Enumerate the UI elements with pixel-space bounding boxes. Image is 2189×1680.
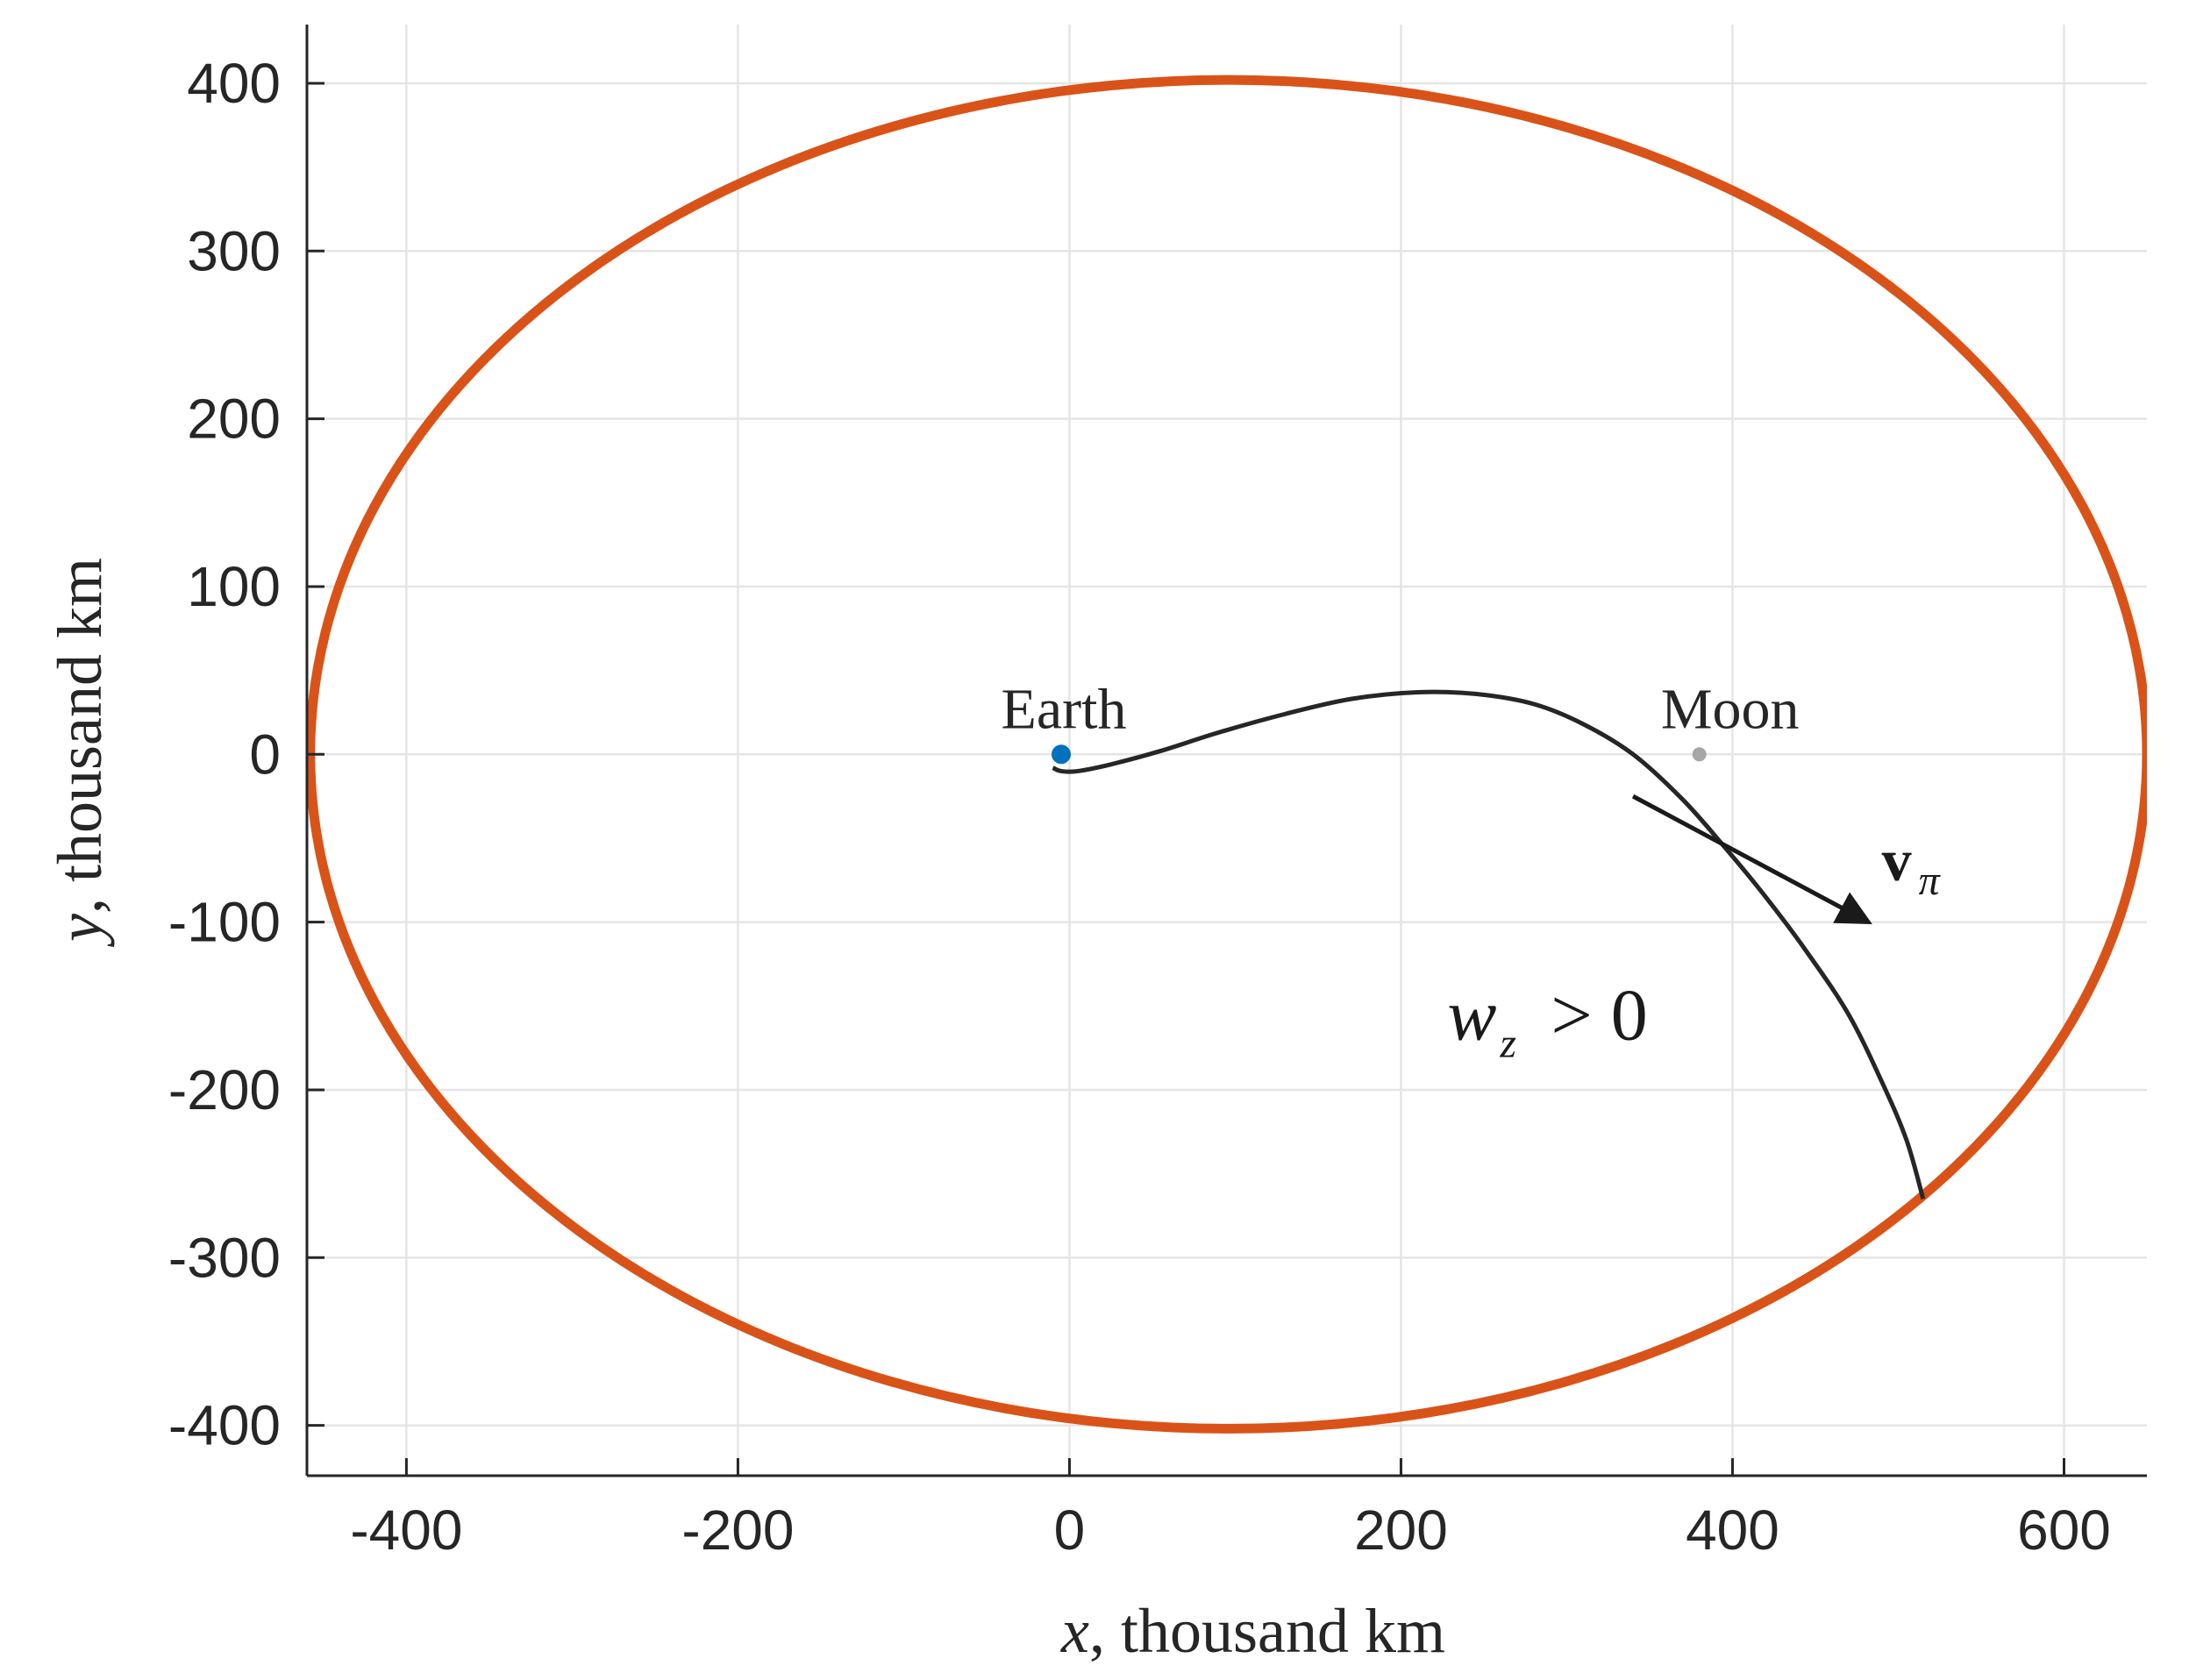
annotations: Earth Moon v π w z > 0 — [1002, 677, 1942, 1066]
earth-label: Earth — [1002, 677, 1127, 741]
vector-label: v — [1882, 827, 1912, 893]
x-tick-label: -200 — [681, 1498, 794, 1562]
x-tick-label: 0 — [1054, 1498, 1086, 1562]
axes — [305, 25, 2147, 1477]
y-tick-label: 300 — [187, 219, 281, 282]
tick-labels: -400 -200 0 200 400 600 -400 -300 -200 -100 0 100 20… — [45, 52, 2111, 1666]
y-tick-label: 200 — [187, 388, 281, 451]
x-axis-label: x, thousand km — [1060, 1596, 1445, 1666]
earth-point — [1051, 744, 1071, 765]
vector-subscript: π — [1919, 858, 1942, 904]
y-axis-label: y, thousand km — [45, 558, 115, 948]
x-tick-label: 600 — [2017, 1498, 2111, 1562]
grid-lines — [307, 25, 2147, 1476]
y-tick-label: 100 — [187, 555, 281, 618]
trajectory-line — [1052, 689, 1926, 1199]
y-tick-label: -100 — [168, 891, 281, 954]
moon-label: Moon — [1661, 677, 1800, 741]
condition-subscript: z — [1499, 1021, 1516, 1067]
condition-var: w — [1447, 975, 1496, 1057]
condition-rhs: > 0 — [1551, 975, 1647, 1057]
moon-point — [1692, 747, 1707, 762]
x-tick-label: 200 — [1354, 1498, 1448, 1562]
velocity-arrow — [1631, 794, 1872, 924]
x-tick-label: -400 — [350, 1498, 462, 1562]
x-tick-label: 400 — [1686, 1498, 1779, 1562]
y-tick-label: -200 — [168, 1058, 281, 1121]
y-tick-label: 0 — [249, 723, 281, 786]
y-tick-label: 400 — [187, 52, 281, 115]
y-tick-label: -300 — [168, 1226, 281, 1289]
y-tick-label: -400 — [168, 1394, 281, 1457]
